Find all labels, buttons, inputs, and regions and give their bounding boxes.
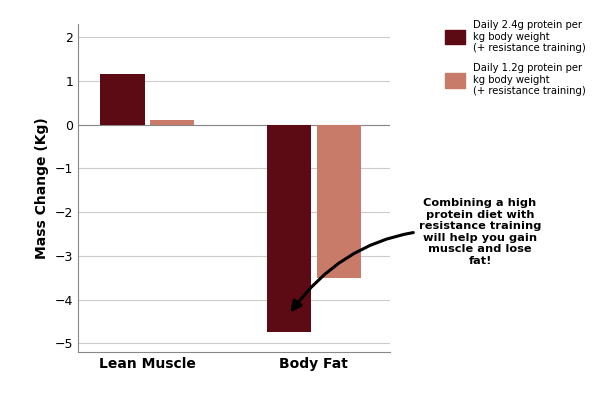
- Bar: [317, 124, 361, 278]
- Bar: [150, 120, 194, 124]
- Bar: [100, 74, 145, 124]
- Bar: [266, 124, 311, 332]
- Legend: Daily 2.4g protein per
kg body weight
(+ resistance training), Daily 1.2g protei: Daily 2.4g protein per kg body weight (+…: [442, 17, 589, 99]
- Text: Combining a high
protein diet with
resistance training
will help you gain
muscle: Combining a high protein diet with resis…: [292, 198, 541, 310]
- Y-axis label: Mass Change (Kg): Mass Change (Kg): [35, 117, 49, 259]
